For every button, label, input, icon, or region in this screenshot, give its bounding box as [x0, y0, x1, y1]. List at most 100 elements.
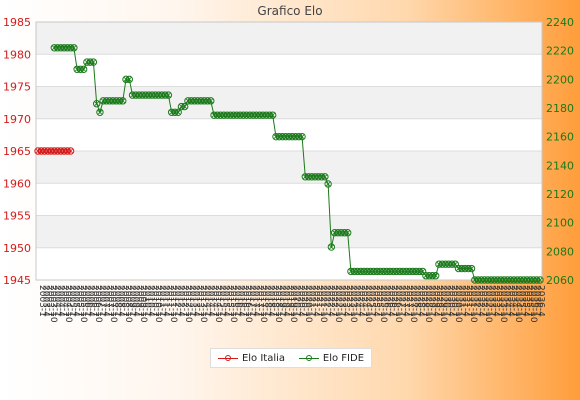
data-point-marker-elo-fide — [97, 110, 103, 115]
data-point-marker-elo-fide — [270, 112, 275, 118]
data-point-elo-fide — [536, 276, 544, 284]
x-tick-label: 2017-1 — [247, 285, 257, 317]
y-right-tick-label: 2140 — [546, 159, 574, 172]
x-tick-label: 2022-7 — [329, 285, 339, 317]
x-tick-label: 2023-1 — [337, 285, 347, 317]
plot-band — [36, 22, 542, 55]
x-tick-label: 2028-7 — [419, 285, 429, 317]
x-tick-label: 2016-10 — [243, 285, 253, 323]
x-tick-label: 2012-7 — [179, 285, 189, 317]
data-point-marker-elo-fide — [329, 244, 334, 250]
x-tick-label: 2032-1 — [472, 285, 482, 317]
x-tick-label: 2016-4 — [236, 285, 246, 317]
data-point-marker-elo-fide — [94, 101, 99, 106]
y-right-tick-label: 2240 — [546, 16, 574, 29]
x-tick-label: 2008-1 — [112, 285, 122, 317]
x-tick-label: 2010-1 — [142, 285, 152, 317]
x-tick-label: 2018-1 — [262, 285, 272, 317]
x-tick-label: 2014-7 — [209, 285, 219, 317]
x-tick-label: 2023-4 — [340, 285, 350, 317]
data-point-marker-elo-fide — [182, 104, 187, 109]
x-tick-label: 2022-1 — [322, 285, 332, 317]
x-tick-label: 2004-1 — [52, 285, 62, 317]
x-tick-label: 2012-1 — [172, 285, 182, 317]
chart-title: Grafico Elo — [257, 4, 323, 18]
x-tick-label: 2029-10 — [438, 285, 448, 323]
data-point-marker-elo-fide — [322, 174, 328, 180]
x-tick-label: 2006-10 — [93, 285, 103, 323]
data-point-marker-elo-fide — [537, 277, 543, 283]
x-tick-label: 2033-7 — [494, 285, 504, 317]
x-tick-label: 2027-4 — [400, 285, 410, 317]
x-tick-label: 2007-4 — [101, 285, 111, 317]
x-tick-label: 2027-1 — [397, 285, 407, 317]
x-tick-label: 2033-4 — [490, 285, 500, 317]
y-right-tick-label: 2180 — [546, 102, 574, 115]
x-tick-label: 2017-7 — [254, 285, 264, 317]
x-tick-label: 2023-10 — [348, 285, 358, 323]
plot-border — [35, 21, 543, 281]
data-point-marker-elo-fide — [175, 110, 181, 115]
x-tick-label: 2009-7 — [134, 285, 144, 317]
x-tick-label: 2018-7 — [269, 285, 279, 317]
x-tick-label: 2005-7 — [74, 285, 84, 317]
y-right-tick-label: 2120 — [546, 188, 574, 201]
x-tick-label: 2030-7 — [449, 285, 459, 317]
x-tick-label: 2033-1 — [487, 285, 497, 317]
legend-item-elo-fide: Elo FIDE — [298, 352, 365, 364]
y-left-tick-label: 1945 — [3, 274, 31, 287]
x-tick-label: 2003-7 — [44, 285, 54, 317]
data-point-elo-fide — [343, 229, 352, 237]
x-tick-label: 2007-7 — [104, 285, 114, 317]
x-tick-label: 2007-10 — [108, 285, 118, 323]
x-tick-label: 2014-1 — [202, 285, 212, 317]
x-tick-label: 2026-1 — [382, 285, 392, 317]
data-point-marker-elo-fide — [81, 67, 86, 72]
data-point-elo-italia — [66, 147, 75, 155]
x-tick-label: 2003-4 — [41, 285, 51, 317]
x-tick-label: 2005-4 — [71, 285, 81, 317]
x-tick-label: 2031-7 — [464, 285, 474, 317]
data-point-elo-fide — [79, 65, 88, 74]
x-tick-label: 2015-10 — [228, 285, 238, 323]
x-tick-label: 2020-1 — [292, 285, 302, 317]
data-point-elo-fide — [96, 108, 104, 117]
x-tick-label: 2032-10 — [483, 285, 493, 323]
x-tick-label: 2009-10 — [138, 285, 148, 323]
x-tick-label: 2025-7 — [374, 285, 384, 317]
plot-band — [36, 151, 542, 184]
data-point-elo-fide — [89, 58, 98, 66]
x-tick-label: 2030-4 — [445, 285, 455, 317]
y-right-tick-label: 2100 — [546, 217, 574, 230]
x-tick-label: 2006-4 — [86, 285, 96, 317]
x-tick-label: 2030-10 — [453, 285, 463, 323]
legend-label-elo-fide: Elo FIDE — [322, 352, 365, 364]
x-tick-label: 2035-10 — [528, 285, 538, 323]
x-tick-label: 2020-4 — [295, 285, 305, 317]
data-point-elo-fide — [125, 75, 133, 84]
x-tick-label: 2005-10 — [78, 285, 88, 323]
x-tick-label: 2019-1 — [277, 285, 287, 317]
x-tick-label: 2035-1 — [517, 285, 527, 317]
y-right-tick-label: 2160 — [546, 131, 574, 144]
x-tick-label: 2006-7 — [89, 285, 99, 317]
y-left-tick-label: 1975 — [3, 81, 31, 94]
data-point-elo-fide — [70, 44, 78, 52]
x-tick-label: 2019-4 — [281, 285, 291, 317]
data-point-elo-fide — [119, 97, 127, 105]
x-tick-label: 2036-4 — [535, 285, 545, 317]
x-tick-label: 2015-4 — [221, 285, 231, 317]
plot-band — [36, 215, 542, 248]
x-tick-label: 2025-10 — [378, 285, 388, 323]
y-left-tick-label: 1955 — [3, 210, 31, 223]
data-point-elo-fide — [92, 100, 101, 108]
x-tick-label: 2029-4 — [430, 285, 440, 317]
y-left-tick-label: 1965 — [3, 145, 31, 158]
data-point-elo-fide — [324, 180, 332, 188]
x-tick-label: 2015-1 — [217, 285, 227, 317]
x-tick-label: 2028-10 — [423, 285, 433, 323]
x-tick-label: 2023-7 — [344, 285, 354, 317]
x-tick-label: 2008-4 — [116, 285, 126, 317]
y-left-tick-label: 1980 — [3, 48, 31, 61]
x-tick-label: 2013-10 — [198, 285, 208, 323]
